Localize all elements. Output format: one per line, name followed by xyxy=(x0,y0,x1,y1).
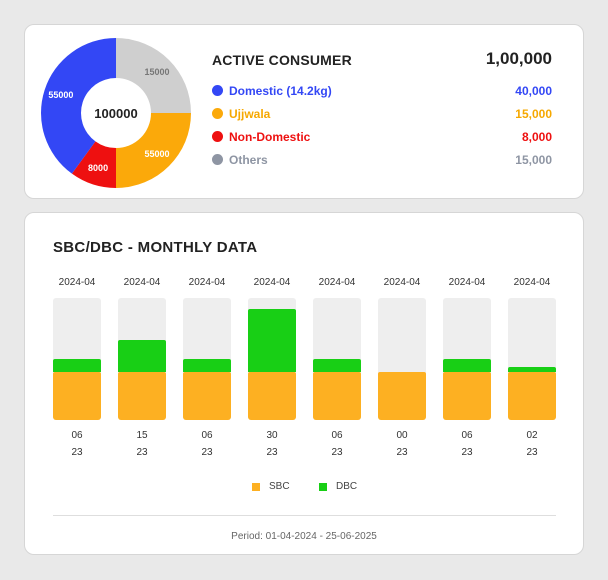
bar-column[interactable]: 2024-04 30 23 xyxy=(248,277,296,467)
sbc-swatch xyxy=(252,483,260,491)
bar-dbc xyxy=(183,359,231,372)
bar-track xyxy=(53,298,101,420)
bar-column[interactable]: 2024-04 06 23 xyxy=(53,277,101,467)
bar-sub-label: 23 xyxy=(136,447,148,458)
bar-value-label: 06 xyxy=(201,430,213,441)
domestic-label: Domestic (14.2kg) xyxy=(229,84,332,98)
others-label: Others xyxy=(229,153,268,167)
bar-track xyxy=(508,298,556,420)
bar-sbc xyxy=(508,371,556,420)
bar-sbc xyxy=(118,371,166,420)
bar-sbc xyxy=(313,371,361,420)
bar-dbc xyxy=(313,359,361,372)
legend-row-ujjwala[interactable]: Ujjwala 15,000 xyxy=(212,105,552,123)
dbc-legend-label: DBC xyxy=(336,481,358,492)
bar-column[interactable]: 2024-04 15 23 xyxy=(118,277,166,467)
legend-row-domestic[interactable]: Domestic (14.2kg) 40,000 xyxy=(212,82,552,100)
bar-value-label: 30 xyxy=(266,430,278,441)
bar-track xyxy=(313,298,361,420)
non-domestic-label: Non-Domestic xyxy=(229,130,311,144)
bar-date-label: 2024-04 xyxy=(383,277,421,288)
bar-value-label: 06 xyxy=(461,430,473,441)
bar-track xyxy=(378,298,426,420)
bar-sbc xyxy=(443,371,491,420)
bar-sub-label: 23 xyxy=(71,447,83,458)
bar-column[interactable]: 2024-04 02 23 xyxy=(508,277,556,467)
donut-slice-domestic[interactable] xyxy=(41,38,117,174)
domestic-dot xyxy=(212,85,223,96)
bar-column[interactable]: 2024-04 06 23 xyxy=(443,277,491,467)
non-domestic-dot xyxy=(212,131,223,142)
footer-divider xyxy=(53,515,556,516)
bar-dbc xyxy=(443,359,491,372)
bar-sub-label: 23 xyxy=(461,447,473,458)
donut-center-total: 100000 xyxy=(94,106,137,121)
legend-row-others[interactable]: Others 15,000 xyxy=(212,151,552,169)
bar-sub-label: 23 xyxy=(526,447,538,458)
bar-date-label: 2024-04 xyxy=(253,277,291,288)
bar-track xyxy=(443,298,491,420)
bar-date-label: 2024-04 xyxy=(318,277,356,288)
bar-value-label: 15 xyxy=(136,430,148,441)
bar-sbc xyxy=(53,371,101,420)
bar-dbc xyxy=(508,367,556,372)
others-dot xyxy=(212,154,223,165)
donut-label-others: 15000 xyxy=(144,67,169,77)
active-consumer-card: 15000 55000 8000 55000 100000 ACTIVE CONSUM… xyxy=(24,24,584,199)
bar-sbc xyxy=(183,371,231,420)
donut-label-domestic: 55000 xyxy=(48,90,73,100)
bar-column[interactable]: 2024-04 00 23 xyxy=(378,277,426,467)
bar-dbc xyxy=(248,308,296,372)
ujjwala-value: 15,000 xyxy=(515,107,552,121)
bar-dbc xyxy=(53,359,101,372)
bar-track xyxy=(248,298,296,420)
donut-slice-others[interactable] xyxy=(116,38,191,113)
legend-row-non-domestic[interactable]: Non-Domestic 8,000 xyxy=(212,128,552,146)
bar-sub-label: 23 xyxy=(201,447,213,458)
bar-date-label: 2024-04 xyxy=(513,277,551,288)
bar-date-label: 2024-04 xyxy=(188,277,226,288)
bar-track xyxy=(118,298,166,420)
bar-date-label: 2024-04 xyxy=(123,277,161,288)
bar-value-label: 06 xyxy=(331,430,343,441)
bar-sub-label: 23 xyxy=(266,447,278,458)
donut-label-non-domestic: 8000 xyxy=(88,163,108,173)
donut-slice-ujjwala[interactable] xyxy=(116,113,191,188)
active-consumer-title: ACTIVE CONSUMER xyxy=(212,52,352,68)
bar-column[interactable]: 2024-04 06 23 xyxy=(183,277,231,467)
others-value: 15,000 xyxy=(515,153,552,167)
bar-sub-label: 23 xyxy=(331,447,343,458)
bar-value-label: 02 xyxy=(526,430,538,441)
bar-value-label: 06 xyxy=(71,430,83,441)
bar-value-label: 00 xyxy=(396,430,408,441)
bar-dbc xyxy=(118,340,166,372)
bar-column[interactable]: 2024-04 06 23 xyxy=(313,277,361,467)
bar-date-label: 2024-04 xyxy=(58,277,96,288)
sbc-legend-label: SBC xyxy=(269,481,290,492)
donut-label-ujjwala: 55000 xyxy=(144,149,169,159)
ujjwala-dot xyxy=(212,108,223,119)
donut-slice-non-domestic[interactable] xyxy=(71,141,116,188)
bar-sbc xyxy=(378,371,426,420)
domestic-value: 40,000 xyxy=(515,84,552,98)
bar-sub-label: 23 xyxy=(396,447,408,458)
non-domestic-value: 8,000 xyxy=(521,130,552,144)
monthly-data-card: SBC/DBC - MONTHLY DATA 2024-04 06 23 2024-0… xyxy=(24,212,584,555)
active-consumer-total: 1,00,000 xyxy=(485,49,552,68)
ujjwala-label: Ujjwala xyxy=(229,107,271,121)
consumer-donut-chart: 15000 55000 8000 55000 100000 xyxy=(41,38,191,188)
period-text: Period: 01-04-2024 - 25-06-2025 xyxy=(231,531,377,542)
bar-sbc xyxy=(248,371,296,420)
bar-date-label: 2024-04 xyxy=(448,277,486,288)
dbc-swatch xyxy=(319,483,327,491)
monthly-data-title: SBC/DBC - MONTHLY DATA xyxy=(53,239,258,256)
bar-track xyxy=(183,298,231,420)
